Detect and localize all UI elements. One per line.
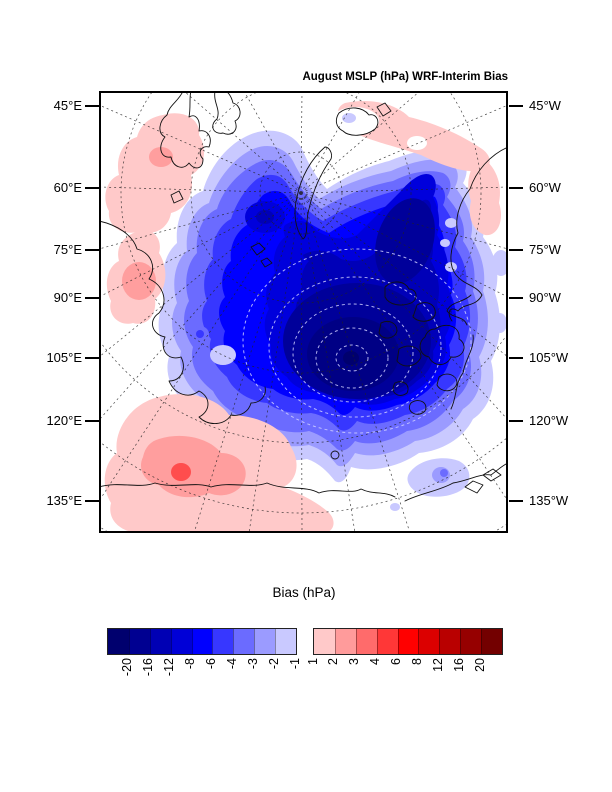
right-tick-label: 60°W — [529, 180, 561, 195]
left-tick-label: 60°E — [53, 180, 82, 195]
colorbar-tick-label: -3 — [245, 658, 260, 670]
right-tick-label: 135°W — [529, 493, 569, 508]
right-tick-mark — [509, 420, 523, 422]
colorbar-cell — [233, 629, 255, 654]
colorbar-tick-label: -2 — [266, 658, 281, 670]
colorbar-tick-label: 2 — [326, 658, 341, 665]
colorbar-tick-label: 12 — [430, 658, 445, 672]
colorbar-cell — [439, 629, 461, 654]
colorbar-tick-label: -16 — [141, 658, 156, 677]
graticule — [99, 91, 508, 533]
colorbar-cell — [355, 629, 377, 654]
colorbar-tick-label: 6 — [389, 658, 404, 665]
colorbar-cell-divider — [191, 629, 193, 654]
right-tick-label: 90°W — [529, 290, 561, 305]
colorbar-cell — [314, 629, 335, 654]
colorbar-cell-divider — [149, 629, 151, 654]
colorbar-cell — [418, 629, 440, 654]
bias-minimum-core — [343, 351, 359, 365]
right-tick-label: 45°W — [529, 98, 561, 113]
right-tick-label: 120°W — [529, 413, 569, 428]
colorbar-cell — [149, 629, 171, 654]
colorbar-cell — [254, 629, 276, 654]
left-tick-label: 105°E — [46, 350, 82, 365]
right-tick-mark — [509, 500, 523, 502]
colorbar-negative-segment — [107, 628, 297, 655]
colorbar-tick-label: 3 — [347, 658, 362, 665]
left-tick-label: 75°E — [53, 242, 82, 257]
right-tick-mark — [509, 357, 523, 359]
positive-bias-fill — [104, 100, 502, 533]
right-tick-mark — [509, 105, 523, 107]
right-tick-label: 105°W — [529, 350, 569, 365]
colorbar-cell — [212, 629, 234, 654]
colorbar-cell — [275, 629, 296, 654]
colorbar-tick-label: 20 — [472, 658, 487, 672]
left-tick-label: 135°E — [46, 493, 82, 508]
colorbar-tick-label: -6 — [203, 658, 218, 670]
left-tick-mark — [85, 249, 99, 251]
colorbar-title: Bias (hPa) — [272, 585, 336, 600]
left-tick-mark — [85, 297, 99, 299]
colorbar-tick-label: 4 — [368, 658, 383, 665]
left-tick-mark — [85, 420, 99, 422]
colorbar-tick-label: -12 — [162, 658, 177, 677]
colorbar-cell-divider — [460, 629, 462, 654]
colorbar-cell — [460, 629, 482, 654]
right-tick-mark — [509, 297, 523, 299]
colorbar-cell — [128, 629, 150, 654]
colorbar-cell — [170, 629, 192, 654]
colorbar-tick-label: 1 — [305, 658, 320, 665]
left-tick-label: 90°E — [53, 290, 82, 305]
left-tick-mark — [85, 105, 99, 107]
colorbar-tick-label: 8 — [409, 658, 424, 665]
colorbar-cell-divider — [128, 629, 130, 654]
colorbar-cell-divider — [481, 629, 483, 654]
colorbar-cell-divider — [355, 629, 357, 654]
map-frame — [99, 91, 508, 533]
colorbar-cell-divider — [418, 629, 420, 654]
bias-contour-map — [99, 91, 508, 533]
colorbar-cell — [481, 629, 502, 654]
colorbar-cell — [397, 629, 419, 654]
colorbar-cell — [334, 629, 356, 654]
colorbar-cell-divider — [376, 629, 378, 654]
left-tick-mark — [85, 187, 99, 189]
left-tick-mark — [85, 357, 99, 359]
left-tick-label: 45°E — [53, 98, 82, 113]
left-tick-mark — [85, 500, 99, 502]
contour-lines — [242, 248, 472, 434]
colorbar-cell-divider — [212, 629, 214, 654]
colorbar-tick-label: -20 — [120, 658, 135, 677]
colorbar-cell — [376, 629, 398, 654]
negative-bias-fill — [158, 130, 508, 511]
right-tick-label: 75°W — [529, 242, 561, 257]
colorbar-tick-label: -1 — [287, 658, 302, 670]
colorbar-cell-divider — [170, 629, 172, 654]
colorbar-positive-segment — [313, 628, 503, 655]
colorbar-cell-divider — [275, 629, 277, 654]
colorbar-cell-divider — [334, 629, 336, 654]
coastlines — [99, 91, 508, 502]
colorbar-cell — [108, 629, 129, 654]
colorbar-cell-divider — [439, 629, 441, 654]
colorbar-tick-label: -4 — [224, 658, 239, 670]
positive-bias-core — [171, 463, 191, 481]
colorbar-cell-divider — [254, 629, 256, 654]
colorbar-tick-label: 16 — [451, 658, 466, 672]
colorbar-tick-label: -8 — [183, 658, 198, 670]
plot-title: August MSLP (hPa) WRF-Interim Bias — [302, 71, 508, 83]
colorbar-cell — [191, 629, 213, 654]
left-tick-label: 120°E — [46, 413, 82, 428]
right-tick-mark — [509, 249, 523, 251]
right-tick-mark — [509, 187, 523, 189]
colorbar-cell-divider — [397, 629, 399, 654]
colorbar-cell-divider — [233, 629, 235, 654]
